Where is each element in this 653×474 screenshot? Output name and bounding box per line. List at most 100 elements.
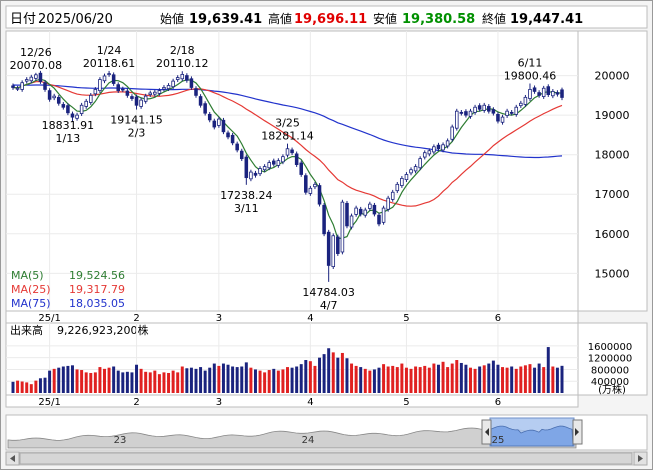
volume-bar bbox=[414, 366, 418, 393]
volume-bar bbox=[11, 381, 15, 393]
close-label: 終値 bbox=[482, 11, 506, 26]
volume-bar bbox=[66, 365, 70, 393]
candle-body bbox=[427, 150, 432, 155]
candle-body bbox=[459, 111, 464, 114]
candle-body bbox=[217, 118, 221, 126]
candle-body bbox=[308, 187, 313, 194]
candle-body bbox=[198, 96, 203, 106]
candle-body bbox=[84, 100, 88, 107]
price-axis-ticks: 15000 16000 17000 18000 19000 20000 bbox=[595, 70, 630, 281]
candle-body bbox=[331, 235, 336, 268]
candle-body bbox=[372, 204, 377, 215]
candle-body bbox=[162, 87, 166, 90]
candle-body bbox=[505, 110, 509, 116]
annotation-date: 12/26 bbox=[20, 46, 52, 59]
volume-bar bbox=[340, 352, 344, 393]
candle-body bbox=[249, 171, 253, 180]
volume-bar bbox=[290, 367, 294, 393]
volume-bar bbox=[93, 372, 97, 393]
candle-body bbox=[432, 146, 436, 153]
scrollbar-thumb[interactable] bbox=[19, 452, 633, 465]
volume-bar bbox=[528, 364, 532, 393]
annotation-value: 20118.61 bbox=[83, 57, 136, 70]
candle-body bbox=[239, 150, 244, 160]
volume-bar bbox=[212, 363, 216, 393]
volume-bar bbox=[455, 360, 459, 393]
candle-body bbox=[180, 74, 185, 80]
arrow-left-icon bbox=[10, 455, 15, 462]
volume-bar bbox=[107, 367, 111, 393]
high-label: 高値 bbox=[268, 11, 292, 26]
open-value: 19,639.41 bbox=[189, 12, 262, 27]
candle-body bbox=[29, 76, 34, 82]
candle-body bbox=[75, 114, 79, 119]
volume-bar bbox=[185, 368, 189, 393]
volume-bar bbox=[372, 369, 376, 393]
navigator-right-handle[interactable] bbox=[572, 419, 583, 445]
candle-body bbox=[226, 132, 230, 138]
candle-body bbox=[445, 140, 450, 147]
annotation-date: 1/24 bbox=[97, 44, 122, 57]
candle-body bbox=[143, 95, 148, 102]
volume-bar bbox=[272, 368, 276, 393]
candle-body bbox=[98, 79, 102, 92]
price-tick-label: 20000 bbox=[595, 70, 630, 83]
volume-bar bbox=[478, 366, 482, 393]
volume-unit: (万株) bbox=[598, 383, 626, 396]
date-axis-labels: 25/1 2 3 4 5 6 bbox=[38, 313, 501, 324]
candle-body bbox=[519, 102, 523, 107]
navigator-label-24: 24 bbox=[302, 435, 315, 446]
candle-body bbox=[52, 95, 56, 99]
volume-bar bbox=[441, 361, 445, 393]
annotation-date: 4/7 bbox=[320, 299, 338, 312]
volume-bar bbox=[57, 367, 61, 393]
candle-body bbox=[262, 166, 267, 171]
candle-body bbox=[171, 80, 175, 88]
volume-bar bbox=[253, 369, 257, 393]
date-tick-label: 2 bbox=[133, 313, 139, 324]
volume-bar bbox=[491, 360, 495, 393]
volume-bar bbox=[336, 357, 340, 393]
volume-bar bbox=[208, 367, 212, 393]
candle-body bbox=[349, 215, 354, 228]
candle-body bbox=[400, 178, 404, 186]
volume-bar bbox=[555, 367, 559, 393]
volume-bar bbox=[116, 370, 120, 393]
volume-bar bbox=[153, 370, 157, 393]
candle-body bbox=[157, 90, 162, 94]
volume-bar bbox=[542, 367, 546, 393]
price-tick-label: 15000 bbox=[595, 267, 630, 280]
candle-body bbox=[281, 156, 285, 163]
volume-bar bbox=[386, 366, 390, 393]
volume-bar bbox=[464, 364, 468, 393]
volume-bar bbox=[313, 365, 317, 393]
volume-bar bbox=[469, 367, 472, 393]
candle-body bbox=[487, 106, 491, 112]
volume-bar bbox=[276, 370, 280, 393]
candle-body bbox=[294, 153, 299, 165]
candle-body bbox=[496, 113, 500, 122]
candle-body bbox=[66, 105, 70, 114]
date-tick-label: 25/1 bbox=[38, 313, 60, 324]
candle-body bbox=[468, 110, 473, 117]
candle-body bbox=[285, 148, 290, 156]
candle-body bbox=[304, 175, 308, 193]
candle-body bbox=[317, 185, 322, 205]
candle-body bbox=[221, 119, 226, 133]
annotation-value: 17238.24 bbox=[220, 189, 273, 202]
candle-body bbox=[153, 91, 157, 95]
candle-body bbox=[409, 169, 413, 174]
candle-body bbox=[166, 85, 171, 90]
volume-bar bbox=[487, 363, 491, 393]
candle-body bbox=[509, 111, 514, 114]
volume-bar bbox=[199, 367, 203, 393]
candle-body bbox=[482, 104, 486, 111]
volume-bar bbox=[446, 367, 450, 393]
navigator-left-handle[interactable] bbox=[481, 419, 492, 445]
volume-bar bbox=[436, 364, 440, 393]
annotation-date: 6/11 bbox=[518, 56, 543, 69]
volume-bar bbox=[98, 367, 102, 393]
candle-body bbox=[253, 172, 258, 176]
